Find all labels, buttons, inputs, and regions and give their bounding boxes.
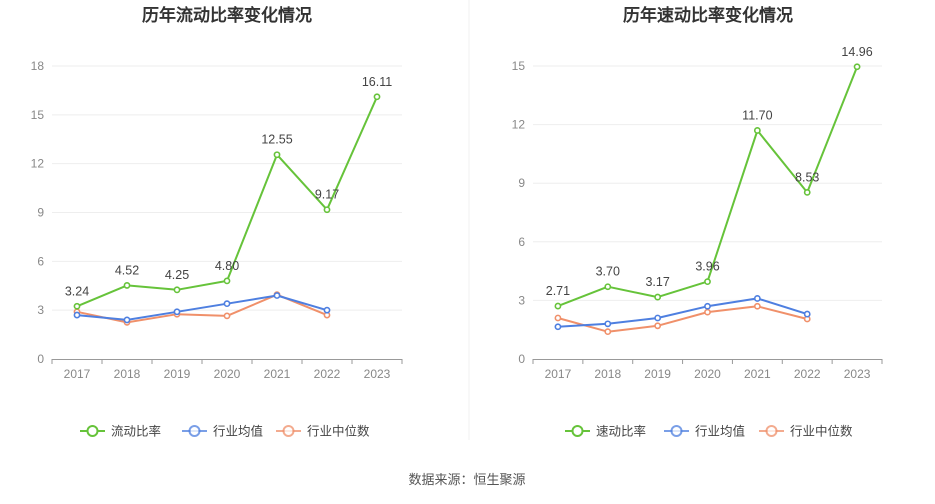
x-tick-label: 2023 [844,367,871,381]
data-point [554,314,562,322]
data-label: 2.71 [546,284,570,298]
x-tick-label: 2022 [314,367,341,381]
data-point [654,293,662,301]
data-label: 16.11 [362,75,392,89]
series-line [557,297,808,328]
data-point [604,283,612,291]
legend-marker [765,425,778,437]
data-point [323,306,331,314]
data-point [323,206,331,214]
legend-marker [188,425,201,437]
data-point [654,322,662,330]
data-point [704,302,711,310]
data-point [753,295,761,302]
source-note: 数据来源：恒生聚源 [408,472,525,487]
chart-title: 历年流动比率变化情况 [142,5,312,25]
series-line [76,294,328,321]
data-label: 8.53 [795,170,819,184]
legend-item-label: 行业中位数 [307,424,370,439]
x-tick-label: 2020 [214,367,241,381]
legend-item-label: 流动比率 [111,424,161,439]
legend-item-label: 行业均值 [213,424,263,439]
x-tick-label: 2021 [744,367,771,381]
data-label: 3.96 [695,260,719,274]
data-point [853,63,861,71]
data-label: 4.25 [165,268,189,282]
y-tick-label: 9 [37,206,44,220]
y-tick-label: 18 [31,59,45,73]
data-point [123,316,131,324]
data-label: 12.55 [261,133,292,147]
data-label: 3.24 [65,284,89,298]
data-point [604,320,612,328]
data-point [173,286,181,294]
data-point [223,300,231,308]
data-label: 11.70 [742,108,772,122]
data-point [273,151,281,159]
y-tick-label: 12 [512,118,526,132]
data-label: 14.96 [841,45,872,59]
data-point [753,127,761,134]
legend-item-label: 行业中位数 [790,424,853,439]
data-point [604,328,612,336]
y-tick-label: 3 [37,303,44,317]
chart-title: 历年速动比率变化情况 [623,5,793,25]
x-tick-label: 2017 [545,367,572,381]
data-point [753,302,761,310]
legend-marker [282,425,295,437]
x-tick-label: 2018 [114,367,141,381]
data-point [223,277,231,285]
legend-marker [670,425,683,437]
y-tick-label: 15 [512,59,526,73]
x-tick-label: 2020 [694,367,721,381]
y-tick-label: 9 [518,176,525,190]
series-line [557,305,808,333]
data-label: 3.70 [596,265,620,279]
data-label: 4.80 [215,259,239,273]
x-tick-label: 2019 [644,367,671,381]
data-point [123,282,131,289]
data-point [704,278,711,286]
data-point [704,308,711,316]
x-tick-label: 2023 [364,367,391,381]
x-tick-label: 2022 [794,367,821,381]
data-point [803,188,811,196]
data-point [73,302,81,310]
data-point [173,308,181,316]
y-tick-label: 12 [31,157,45,171]
data-label: 4.52 [115,263,139,277]
legend-item-label: 行业均值 [695,424,745,439]
y-tick-label: 3 [518,293,525,307]
x-tick-label: 2017 [64,367,91,381]
data-label: 3.17 [645,275,669,289]
data-point [554,302,562,310]
y-tick-label: 6 [37,254,44,268]
data-point [73,311,81,319]
legend-item-label: 速动比率 [596,424,646,439]
y-tick-label: 15 [31,108,45,122]
y-tick-label: 0 [518,352,525,366]
legend-marker [86,425,99,437]
data-point [554,323,562,331]
data-label: 9.17 [315,188,339,202]
data-point [223,312,231,320]
y-tick-label: 0 [37,352,44,366]
data-point [273,292,281,299]
x-tick-label: 2019 [164,367,191,381]
x-tick-label: 2018 [594,367,621,381]
legend-marker [571,425,584,437]
y-tick-label: 6 [518,235,525,249]
data-point [803,310,811,318]
data-point [373,93,381,101]
data-point [654,314,662,322]
x-tick-label: 2021 [264,367,291,381]
